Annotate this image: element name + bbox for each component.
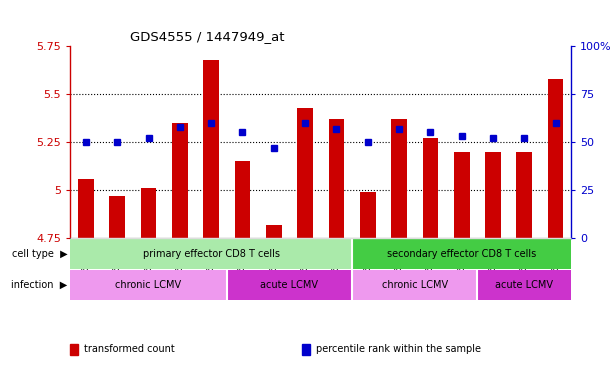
Bar: [109, 196, 125, 238]
Bar: [70, 239, 352, 269]
Bar: [203, 60, 219, 238]
Text: GDS4555 / 1447949_at: GDS4555 / 1447949_at: [130, 30, 285, 43]
Text: chronic LCMV: chronic LCMV: [382, 280, 448, 290]
Bar: [70, 270, 227, 300]
Bar: [141, 188, 156, 238]
Bar: [548, 79, 563, 238]
Bar: [78, 179, 93, 238]
Bar: [516, 152, 532, 238]
Text: chronic LCMV: chronic LCMV: [115, 280, 181, 290]
Bar: [485, 152, 501, 238]
Bar: [266, 225, 282, 238]
Bar: [172, 123, 188, 238]
Bar: [298, 108, 313, 238]
Bar: [423, 138, 438, 238]
Bar: [352, 239, 571, 269]
Text: acute LCMV: acute LCMV: [260, 280, 318, 290]
Bar: [235, 161, 251, 238]
Text: primary effector CD8 T cells: primary effector CD8 T cells: [143, 249, 280, 259]
Text: percentile rank within the sample: percentile rank within the sample: [316, 344, 481, 354]
Bar: [477, 270, 571, 300]
Text: cell type  ▶: cell type ▶: [12, 249, 67, 259]
Bar: [360, 192, 376, 238]
Text: transformed count: transformed count: [84, 344, 175, 354]
Bar: [391, 119, 407, 238]
Text: infection  ▶: infection ▶: [11, 280, 67, 290]
Bar: [352, 270, 477, 300]
Text: secondary effector CD8 T cells: secondary effector CD8 T cells: [387, 249, 536, 259]
Bar: [454, 152, 469, 238]
Text: acute LCMV: acute LCMV: [496, 280, 554, 290]
Bar: [329, 119, 344, 238]
Bar: [227, 270, 352, 300]
